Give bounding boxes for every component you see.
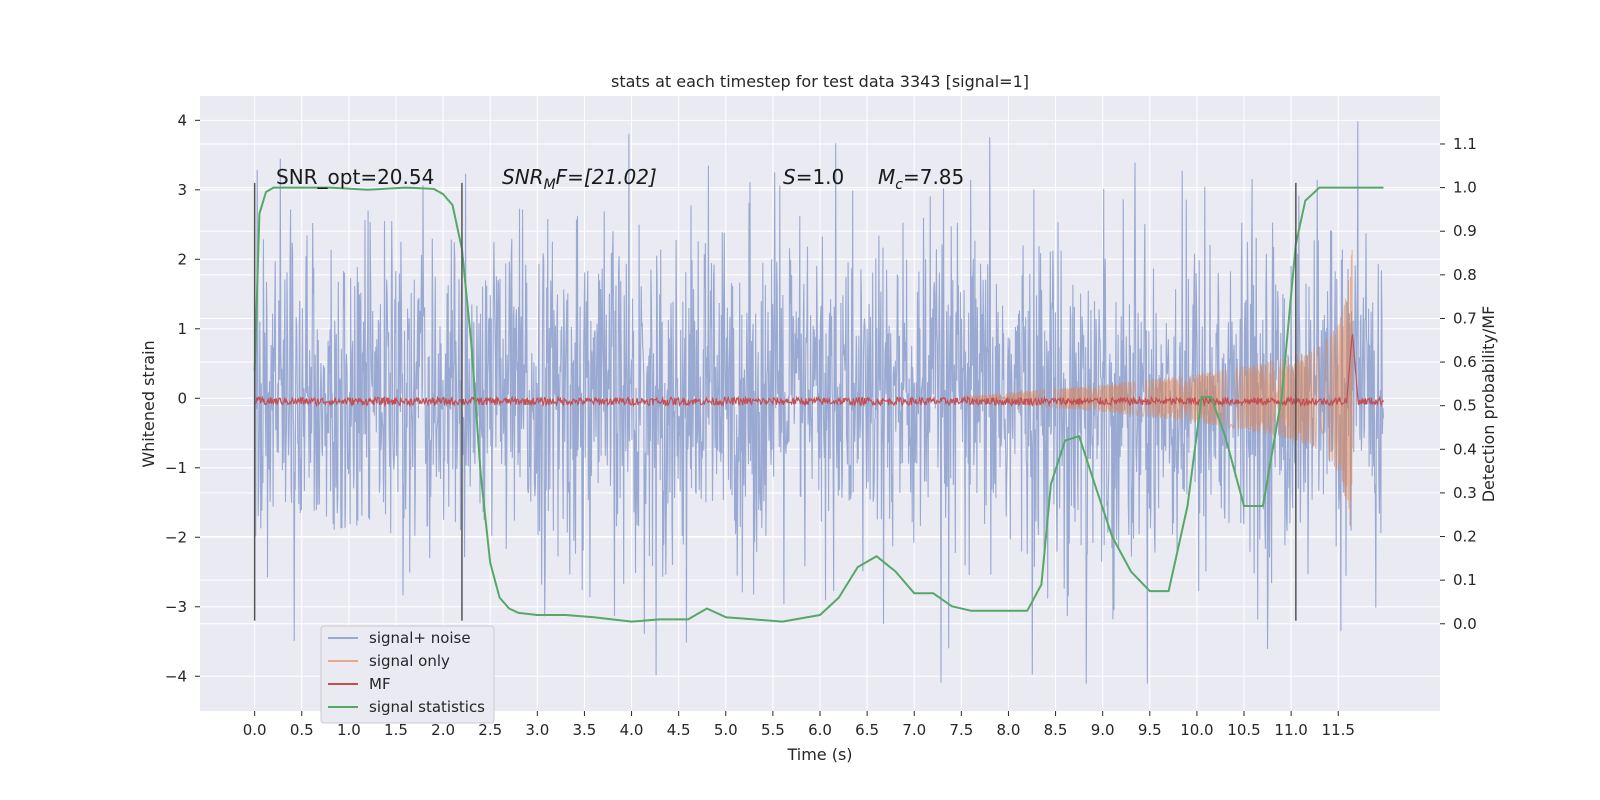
x-tick-label: 4.5 [667, 721, 691, 739]
snr-mf-annotation: SNRMF=[21.02] [502, 165, 657, 193]
mc-value: =7.85 [903, 165, 964, 189]
right-y-tick-label: 0.7 [1453, 309, 1477, 327]
right-y-tick-label: 0.3 [1453, 484, 1477, 502]
mc-subscript: c [895, 177, 903, 193]
x-tick-label: 0.5 [290, 721, 314, 739]
x-tick-label: 8.5 [1044, 721, 1068, 739]
right-y-axis-ticks: 1.1 1.0 0.9 0.8 0.7 0.6 0.5 0.4 0.3 0.2 0.1 0.0 [1440, 135, 1477, 633]
right-y-tick-label: 0.4 [1453, 440, 1477, 458]
x-axis-ticks: 0.0 0.5 1.0 1.5 2.0 2.5 3.0 3.5 4.0 4.5 5.0 5.5 6.0 6… [243, 711, 1355, 739]
x-tick-label: 6.0 [808, 721, 832, 739]
right-y-tick-label: 0.1 [1453, 571, 1477, 589]
x-tick-label: 9.5 [1138, 721, 1162, 739]
snr-mf-prefix: SNR [502, 165, 544, 189]
legend-box [320, 625, 495, 724]
right-y-tick-label: 0.9 [1453, 222, 1477, 240]
x-tick-label: 10.0 [1180, 721, 1213, 739]
x-tick-label: 7.0 [902, 721, 926, 739]
x-tick-label: 3.5 [573, 721, 597, 739]
left-y-tick-label: −1 [165, 459, 187, 477]
chart-title: stats at each timestep for test data 334… [611, 72, 1029, 91]
mc-prefix: M [878, 165, 895, 189]
x-tick-label: 4.0 [620, 721, 644, 739]
left-y-axis-label: Whitened strain [139, 340, 158, 467]
right-y-tick-label: 0.8 [1453, 266, 1477, 284]
snr-mf-suffix: F=[21.02] [556, 165, 657, 189]
series-layer [253, 121, 1385, 684]
x-axis-label: Time (s) [786, 745, 852, 764]
right-y-tick-label: 0.2 [1453, 528, 1477, 546]
x-tick-label: 1.5 [384, 721, 408, 739]
left-y-tick-label: −4 [165, 667, 187, 685]
left-y-tick-label: 2 [177, 250, 187, 268]
right-y-axis-label: Detection probability/MF [1479, 306, 1498, 503]
legend-label-mf: MF [369, 675, 391, 693]
x-tick-label: 8.0 [997, 721, 1021, 739]
snr-opt-annotation: SNR_opt=20.54 [276, 165, 434, 189]
mc-annotation: Mc=7.85 [878, 165, 964, 193]
x-tick-label: 7.5 [949, 721, 973, 739]
x-tick-label: 2.5 [478, 721, 502, 739]
x-tick-label: 1.0 [337, 721, 361, 739]
x-tick-label: 5.5 [761, 721, 785, 739]
right-y-tick-label: 1.1 [1453, 135, 1477, 153]
s-annotation: S=1.0 [783, 165, 844, 189]
left-y-tick-label: −3 [165, 598, 187, 616]
x-tick-label: 3.0 [525, 721, 549, 739]
s-value: =1.0 [796, 165, 845, 189]
left-y-tick-label: 3 [177, 181, 187, 199]
left-y-axis-ticks: 4 3 2 1 0 −1 −2 −3 −4 [165, 111, 200, 685]
left-y-tick-label: 4 [177, 111, 187, 129]
s-prefix: S [783, 165, 796, 189]
legend-label-signal-statistics: signal statistics [369, 698, 485, 716]
right-y-tick-label: 0.0 [1453, 615, 1477, 633]
x-tick-label: 11.5 [1322, 721, 1355, 739]
right-y-tick-label: 0.6 [1453, 353, 1477, 371]
signal-only-line [960, 249, 1353, 526]
legend-label-signal-noise: signal+ noise [369, 629, 471, 647]
x-tick-label: 2.0 [431, 721, 455, 739]
mf-line [254, 334, 1384, 408]
x-tick-label: 6.5 [855, 721, 879, 739]
signal-statistics-line [253, 186, 1384, 623]
legend-label-signal-only: signal only [369, 652, 450, 670]
left-y-tick-label: 1 [177, 320, 187, 338]
x-tick-label: 9.0 [1091, 721, 1115, 739]
x-tick-label: 11.0 [1274, 721, 1307, 739]
right-y-tick-label: 1.0 [1453, 179, 1477, 197]
x-tick-label: 0.0 [243, 721, 267, 739]
x-tick-label: 10.5 [1227, 721, 1260, 739]
left-y-tick-label: −2 [165, 528, 187, 546]
right-y-tick-label: 0.5 [1453, 397, 1477, 415]
snr-mf-subscript: M [544, 177, 556, 193]
left-y-tick-label: 0 [177, 389, 187, 407]
legend: signal+ noise signal only MF signal stat… [320, 625, 495, 724]
x-tick-label: 5.0 [714, 721, 738, 739]
vertical-markers [253, 182, 1297, 621]
